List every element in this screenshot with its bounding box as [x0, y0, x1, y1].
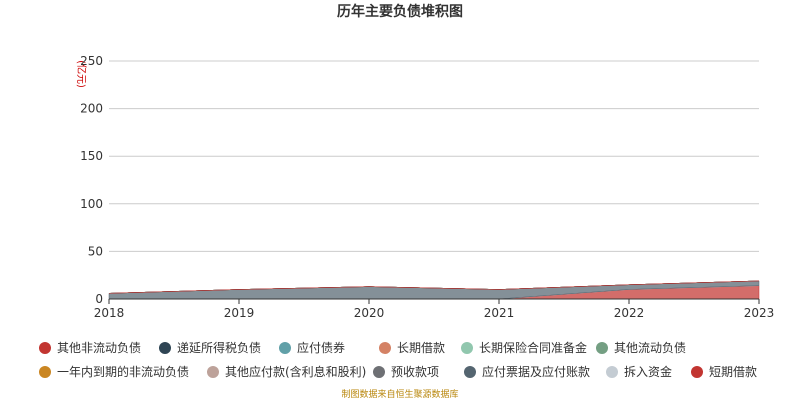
- legend-label: 应付票据及应付账款: [482, 364, 590, 379]
- legend-label: 应付债券: [297, 340, 345, 355]
- legend-item[interactable]: 其他非流动负债: [39, 341, 141, 355]
- axes: 0 50 100 150 200 250 2018 2019 2020 2021 2022 2023: [80, 54, 774, 320]
- x-tick-label: 2021: [484, 306, 515, 320]
- y-tick-label: 200: [80, 102, 103, 116]
- legend-item[interactable]: 短期借款: [691, 365, 757, 379]
- legend-item[interactable]: 应付票据及应付账款: [464, 364, 590, 379]
- x-tick-label: 2018: [94, 306, 125, 320]
- legend-swatch: [39, 342, 51, 354]
- legend-label: 短期借款: [709, 365, 757, 379]
- y-tick-label: 100: [80, 197, 103, 211]
- legend-swatch: [596, 342, 608, 354]
- y-tick-label: 250: [80, 54, 103, 68]
- y-tick-label: 0: [95, 292, 103, 306]
- legend-item[interactable]: 递延所得税负债: [159, 340, 261, 355]
- legend-swatch: [279, 342, 291, 354]
- legend-swatch: [464, 366, 476, 378]
- chart-title: 历年主要负债堆积图: [337, 3, 463, 20]
- legend-item[interactable]: 预收款项: [373, 365, 439, 379]
- legend-label: 拆入资金: [624, 364, 672, 379]
- legend-swatch: [461, 342, 473, 354]
- footer-note: 制图数据来自恒生聚源数据库: [341, 388, 458, 400]
- legend-item[interactable]: 长期借款: [379, 341, 445, 355]
- legend-swatch: [606, 366, 618, 378]
- legend-label: 一年内到期的非流动负债: [57, 364, 189, 379]
- y-tick-label: 50: [88, 244, 103, 258]
- legend-item[interactable]: 其他流动负债: [596, 341, 686, 355]
- legend-label: 其他非流动负债: [57, 341, 141, 355]
- legend-swatch: [207, 366, 219, 378]
- legend-label: 其他应付款(含利息和股利): [225, 364, 366, 379]
- y-axis-label: (亿元): [75, 60, 88, 88]
- grid-lines: [109, 60, 759, 252]
- legend-swatch: [159, 342, 171, 354]
- legend-label: 其他流动负债: [614, 341, 686, 355]
- area-series: [108, 280, 760, 300]
- legend-item[interactable]: 拆入资金: [606, 364, 672, 379]
- legend-item[interactable]: 其他应付款(含利息和股利): [207, 364, 366, 379]
- x-tick-label: 2023: [744, 306, 775, 320]
- legend-item[interactable]: 一年内到期的非流动负债: [39, 364, 189, 379]
- legend[interactable]: 其他非流动负债 递延所得税负债 应付债券 长期借款 长期保险合同准备金 其他流动负债一年内…: [39, 340, 757, 379]
- legend-label: 长期保险合同准备金: [479, 340, 587, 355]
- legend-label: 递延所得税负债: [177, 340, 261, 355]
- legend-swatch: [39, 366, 51, 378]
- area-11: [108, 280, 760, 294]
- legend-swatch: [379, 342, 391, 354]
- legend-swatch: [691, 366, 703, 378]
- x-tick-label: 2022: [614, 306, 645, 320]
- x-tick-label: 2020: [354, 306, 385, 320]
- legend-label: 长期借款: [397, 341, 445, 355]
- legend-item[interactable]: 应付债券: [279, 340, 345, 355]
- y-tick-label: 150: [80, 149, 103, 163]
- legend-swatch: [373, 366, 385, 378]
- legend-item[interactable]: 长期保险合同准备金: [461, 340, 587, 355]
- legend-label: 预收款项: [391, 365, 439, 379]
- x-tick-label: 2019: [224, 306, 255, 320]
